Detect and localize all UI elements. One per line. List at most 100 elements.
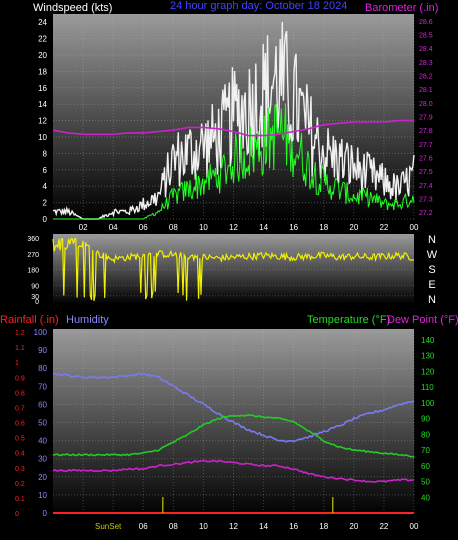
- humidity-tick-label: 70: [38, 382, 47, 391]
- compass-label: W: [427, 249, 438, 261]
- barometer-tick-label: 27.4: [419, 183, 433, 190]
- rainfall-tick-label: 0.4: [15, 451, 25, 458]
- wind-x-tick-label: 18: [319, 223, 328, 232]
- temperature-line: [52, 414, 415, 458]
- wind-series: [52, 21, 415, 220]
- temp-x-tick-label: 06: [139, 522, 148, 531]
- direction-tick-label: 30: [31, 294, 39, 301]
- windspeed-tick-label: 22: [38, 35, 47, 44]
- rainfall-tick-label: 0.8: [15, 390, 25, 397]
- temp-x-tick-label: 08: [169, 522, 178, 531]
- windspeed-tick-label: 4: [43, 182, 48, 191]
- rainfall-tick-label: 0.7: [15, 405, 25, 412]
- humidity-tick-label: 20: [38, 473, 47, 482]
- temp-x-tick-label: 12: [229, 522, 238, 531]
- humidity-tick-label: 100: [34, 328, 48, 337]
- rainfall-tick-label: 1.1: [15, 345, 25, 352]
- compass-label: S: [428, 264, 435, 276]
- wind-x-tick-label: 14: [259, 223, 268, 232]
- direction-tick-label: 180: [27, 268, 39, 275]
- temperature-label: Temperature (°F): [307, 314, 390, 326]
- wind-x-tick-label: 08: [169, 223, 178, 232]
- barometer-tick-label: 28.6: [419, 19, 433, 26]
- barometer-tick-label: 27.5: [419, 169, 433, 176]
- compass-label: N: [428, 234, 436, 246]
- windspeed-tick-label: 16: [38, 84, 47, 93]
- barometer-label: Barometer (.in): [365, 2, 438, 14]
- rainfall-tick-label: 1: [15, 360, 19, 367]
- compass-label: N: [428, 294, 436, 306]
- humidity-label: Humidity: [66, 314, 109, 326]
- barometer-tick-label: 27.7: [419, 142, 433, 149]
- windspeed-tick-label: 12: [38, 117, 47, 126]
- barometer-line: [52, 119, 414, 137]
- direction-tick-label: 0: [35, 299, 39, 306]
- temp-axes: 0 0.1 0.2 0.3 0.4 0.5 0.6 0.7 0.8 0.9 1 1.1 1.2 0 10 20…: [15, 328, 435, 531]
- humidity-tick-label: 80: [38, 364, 47, 373]
- windspeed-tick-label: 8: [43, 149, 48, 158]
- temp-x-tick-label: 10: [199, 522, 208, 531]
- humidity-tick-label: 0: [43, 509, 48, 518]
- barometer-tick-label: 28.5: [419, 33, 433, 40]
- date-label: 24 hour graph day: October 18 2024: [170, 0, 347, 12]
- wind-axes: 02468101214161820222427.227.327.427.527.…: [38, 18, 433, 232]
- wind-x-tick-label: 00: [410, 223, 419, 232]
- humidity-tick-label: 90: [38, 346, 47, 355]
- windspeed-tick-label: 6: [43, 166, 48, 175]
- temperature-tick-label: 120: [421, 367, 435, 376]
- temperature-tick-label: 60: [421, 462, 430, 471]
- barometer-tick-label: 28.3: [419, 60, 433, 67]
- windspeed-tick-label: 20: [38, 51, 47, 60]
- direction-tick-label: 360: [27, 236, 39, 243]
- temperature-tick-label: 50: [421, 478, 430, 487]
- barometer-tick-label: 28.4: [419, 46, 433, 53]
- wind-x-tick-label: 02: [79, 223, 88, 232]
- humidity-tick-label: 60: [38, 400, 47, 409]
- rainfall-tick-label: 0.5: [15, 436, 25, 443]
- windspeed-label: Windspeed (kts): [33, 2, 112, 14]
- temperature-tick-label: 90: [421, 415, 430, 424]
- rainfall-tick-label: 0: [15, 511, 19, 518]
- humidity-tick-label: 10: [38, 491, 47, 500]
- compass-label: E: [428, 279, 435, 291]
- barometer-tick-label: 27.3: [419, 197, 433, 204]
- temperature-tick-label: 140: [421, 336, 435, 345]
- direction-tick-label: 270: [27, 252, 39, 259]
- barometer-tick-label: 27.6: [419, 156, 433, 163]
- temperature-tick-label: 80: [421, 430, 430, 439]
- rainfall-label: Rainfall (.in): [0, 314, 59, 326]
- temperature-tick-label: 100: [421, 399, 435, 408]
- temp-x-tick-label: 20: [349, 522, 358, 531]
- dewpoint-label: Dew Point (°F): [387, 314, 458, 326]
- barometer-tick-label: 28.2: [419, 74, 433, 81]
- temperature-tick-label: 40: [421, 493, 430, 502]
- humidity-tick-label: 40: [38, 437, 47, 446]
- temperature-tick-label: 110: [421, 383, 434, 392]
- wind-gust-line: [52, 21, 415, 220]
- windspeed-tick-label: 10: [38, 133, 47, 142]
- wind-x-tick-label: 22: [379, 223, 388, 232]
- humidity-line: [52, 372, 415, 443]
- windspeed-tick-label: 24: [38, 18, 47, 27]
- temp-x-tick-label: 16: [289, 522, 298, 531]
- temp-grid: [53, 331, 415, 514]
- wind-avg-line: [53, 103, 415, 220]
- sunrise-sunset-label: SunSet: [95, 522, 122, 531]
- rainfall-tick-label: 0.1: [15, 496, 25, 503]
- rainfall-tick-label: 1.2: [15, 330, 25, 337]
- direction-plot-area: [53, 234, 414, 304]
- barometer-tick-label: 27.8: [419, 128, 433, 135]
- barometer-tick-label: 28.0: [419, 101, 433, 108]
- rainfall-tick-label: 0.2: [15, 481, 25, 488]
- wind-x-tick-label: 12: [229, 223, 238, 232]
- direction-line: [52, 238, 415, 302]
- temp-series: [52, 372, 415, 514]
- temp-x-tick-label: 18: [319, 522, 328, 531]
- windspeed-tick-label: 0: [43, 215, 48, 224]
- wind-x-tick-label: 04: [109, 223, 118, 232]
- temperature-tick-label: 70: [421, 446, 430, 455]
- windspeed-tick-label: 2: [43, 199, 48, 208]
- temp-x-tick-label: 22: [379, 522, 388, 531]
